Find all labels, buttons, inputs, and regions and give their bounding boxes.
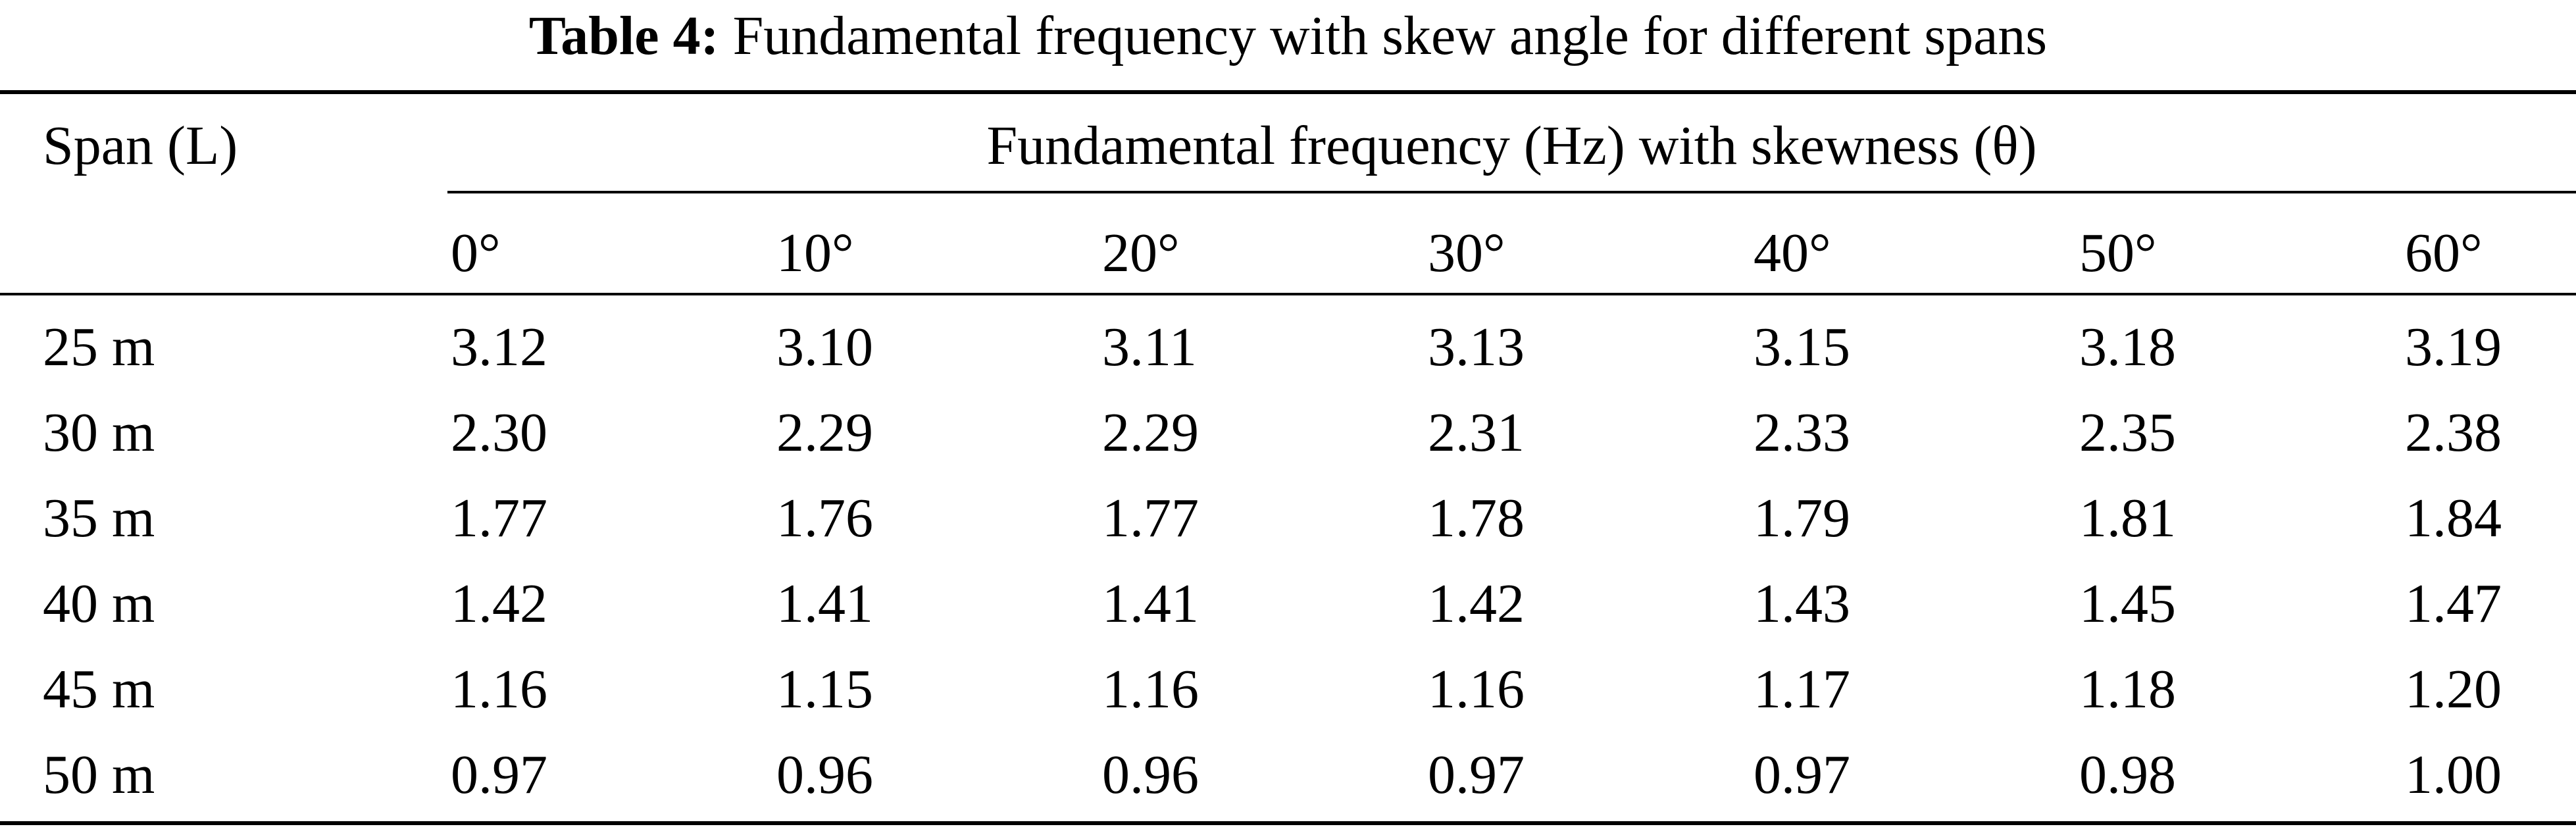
span-cell: 40 m (43, 573, 155, 634)
frequency-cell: 1.84 (2405, 488, 2502, 549)
header-bottom-rule (0, 293, 2576, 295)
frequency-cell: 2.33 (1754, 402, 1850, 463)
frequency-cell: 1.81 (2079, 488, 2176, 549)
angle-header: 20° (1102, 222, 1180, 284)
angle-header: 0° (451, 222, 501, 284)
frequency-cell: 1.42 (451, 573, 547, 634)
frequency-cell: 0.96 (1102, 744, 1199, 805)
frequency-cell: 1.43 (1754, 573, 1850, 634)
frequency-cell: 1.17 (1754, 659, 1850, 720)
frequency-cell: 1.20 (2405, 659, 2502, 720)
angle-header: 60° (2405, 222, 2483, 284)
frequency-cell: 1.77 (1102, 488, 1199, 549)
frequency-cell: 1.16 (451, 659, 547, 720)
frequency-cell: 1.15 (776, 659, 873, 720)
span-cell: 25 m (43, 316, 155, 378)
frequency-cell: 3.15 (1754, 316, 1850, 378)
frequency-cell: 3.19 (2405, 316, 2502, 378)
frequency-cell: 0.97 (451, 744, 547, 805)
table-caption: Table 4: Fundamental frequency with skew… (0, 0, 2576, 72)
caption-label: Table 4: (528, 5, 719, 66)
frequency-cell: 1.00 (2405, 744, 2502, 805)
frequency-cell: 0.97 (1754, 744, 1850, 805)
frequency-cell: 1.76 (776, 488, 873, 549)
frequency-cell: 1.41 (1102, 573, 1199, 634)
frequency-cell: 1.45 (2079, 573, 2176, 634)
angle-header: 40° (1754, 222, 1831, 284)
frequency-cell: 1.16 (1428, 659, 1525, 720)
frequency-cell: 1.47 (2405, 573, 2502, 634)
span-cell: 35 m (43, 488, 155, 549)
span-cell: 50 m (43, 744, 155, 805)
angle-header: 50° (2079, 222, 2157, 284)
frequency-cell: 3.18 (2079, 316, 2176, 378)
frequency-cell: 1.79 (1754, 488, 1850, 549)
frequency-cell: 0.98 (2079, 744, 2176, 805)
frequency-cell: 1.42 (1428, 573, 1525, 634)
frequency-cell: 1.77 (451, 488, 547, 549)
span-cell: 30 m (43, 402, 155, 463)
frequency-cell: 2.38 (2405, 402, 2502, 463)
frequency-cell: 1.16 (1102, 659, 1199, 720)
group-header: Fundamental frequency (Hz) with skewness… (986, 115, 2037, 176)
span-cell: 45 m (43, 659, 155, 720)
frequency-cell: 3.13 (1428, 316, 1525, 378)
frequency-cell: 1.18 (2079, 659, 2176, 720)
angle-header: 10° (776, 222, 854, 284)
frequency-cell: 2.31 (1428, 402, 1525, 463)
frequency-cell: 3.11 (1102, 316, 1197, 378)
frequency-cell: 1.41 (776, 573, 873, 634)
frequency-cell: 0.97 (1428, 744, 1525, 805)
top-rule (0, 90, 2576, 94)
frequency-cell: 1.78 (1428, 488, 1525, 549)
frequency-cell: 3.10 (776, 316, 873, 378)
frequency-cell: 2.35 (2079, 402, 2176, 463)
frequency-cell: 2.29 (1102, 402, 1199, 463)
frequency-cell: 3.12 (451, 316, 547, 378)
group-rule (447, 191, 2576, 193)
angle-header: 30° (1428, 222, 1505, 284)
frequency-cell: 0.96 (776, 744, 873, 805)
bottom-rule (0, 821, 2576, 825)
caption-text: Fundamental frequency with skew angle fo… (732, 5, 2048, 66)
frequency-cell: 2.29 (776, 402, 873, 463)
frequency-cell: 2.30 (451, 402, 547, 463)
row-header: Span (L) (43, 115, 238, 176)
